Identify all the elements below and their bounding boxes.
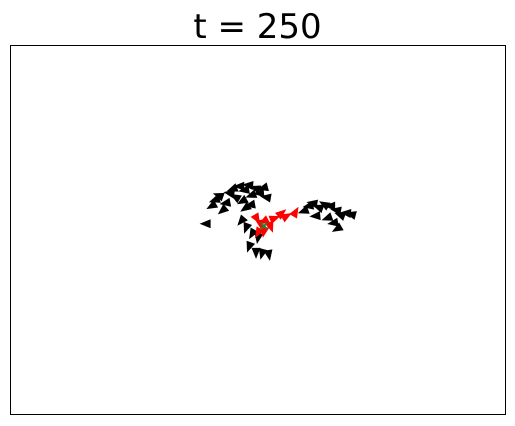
chart-plot (0, 0, 515, 426)
